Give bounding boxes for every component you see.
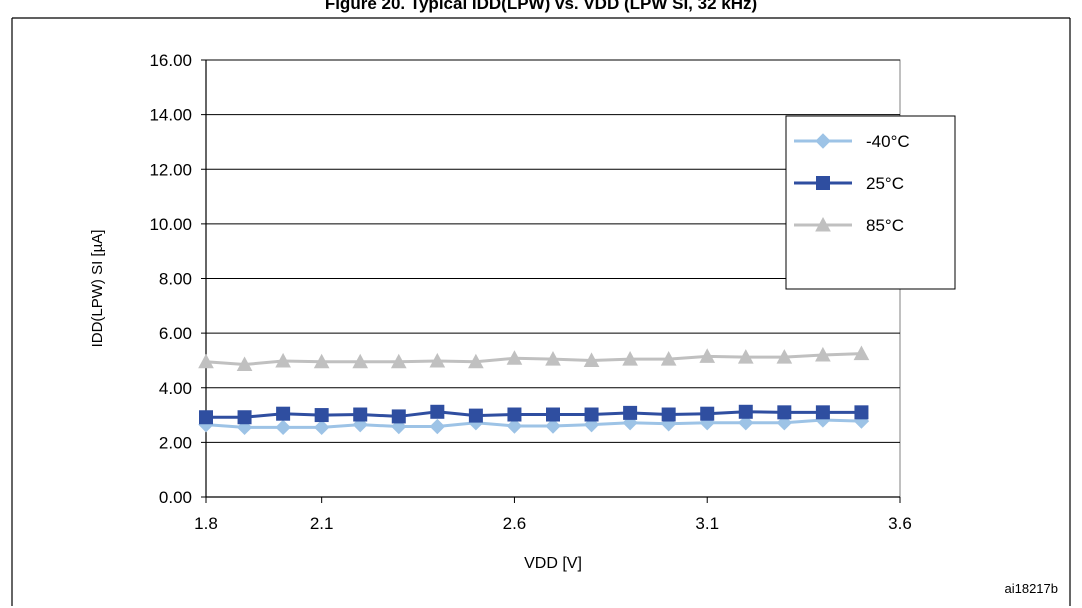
data-point	[429, 352, 446, 368]
x-axis-label: VDD [V]	[524, 555, 582, 572]
data-point	[429, 418, 446, 435]
data-point	[313, 419, 330, 436]
data-point	[313, 353, 330, 369]
legend-marker	[816, 176, 830, 190]
y-tick-label: 12.00	[149, 160, 192, 179]
data-point	[352, 353, 369, 369]
data-point	[738, 404, 753, 419]
x-tick-label: 2.1	[310, 514, 334, 533]
data-point	[623, 405, 638, 420]
y-tick-label: 10.00	[149, 215, 192, 234]
data-point	[545, 351, 561, 366]
x-tick-label: 1.8	[194, 514, 218, 533]
data-point	[546, 407, 560, 422]
x-tick-label: 2.6	[503, 514, 527, 533]
data-point	[314, 408, 329, 423]
data-point	[275, 419, 291, 436]
series-1	[199, 404, 869, 425]
data-point	[430, 404, 445, 419]
data-point	[198, 353, 214, 369]
data-point	[507, 407, 522, 422]
data-point	[854, 405, 869, 420]
y-axis-label: IDD(LPW) SI [µA]	[89, 230, 106, 348]
x-tick-label: 3.1	[695, 514, 719, 533]
data-point	[584, 407, 599, 422]
data-point	[506, 350, 523, 365]
figure-id-label: ai18217b	[1004, 581, 1059, 596]
data-point	[776, 349, 793, 364]
data-point	[236, 356, 253, 372]
data-point	[815, 346, 831, 362]
y-tick-label: 2.00	[159, 433, 192, 452]
series-line	[205, 418, 862, 429]
data-point	[660, 351, 677, 366]
legend-label: 25°C	[866, 174, 904, 193]
series-2	[198, 345, 870, 372]
figure-title: Figure 20. Typical IDD(LPW) vs. VDD (LPW…	[324, 0, 758, 13]
y-tick-label: 14.00	[149, 106, 192, 125]
data-point	[661, 407, 676, 422]
data-point	[506, 418, 523, 434]
data-point	[738, 415, 754, 431]
legend-box	[785, 115, 956, 290]
series-0	[198, 412, 870, 436]
y-tick-label: 6.00	[159, 324, 192, 343]
legend-marker	[815, 216, 831, 232]
data-point	[699, 348, 716, 363]
y-tick-label: 0.00	[159, 488, 192, 507]
data-point	[622, 351, 638, 366]
data-point	[390, 353, 407, 369]
data-point	[275, 352, 291, 368]
data-point	[468, 408, 483, 423]
data-point	[815, 405, 830, 420]
legend-label: 85°C	[866, 216, 904, 235]
series-line	[205, 352, 862, 367]
data-point	[353, 407, 368, 422]
series-line	[206, 410, 862, 419]
series-layer	[198, 345, 870, 436]
legend: -40°C 25°C 85°C	[785, 115, 956, 290]
legend-marker	[815, 133, 831, 149]
data-point	[737, 349, 754, 364]
data-point	[700, 406, 715, 421]
data-point	[276, 406, 291, 421]
y-tick-label: 16.00	[149, 51, 192, 70]
y-tick-label: 8.00	[159, 270, 192, 289]
x-tick-label: 3.6	[888, 514, 912, 533]
data-point	[468, 353, 484, 369]
data-point	[583, 352, 600, 367]
data-point	[853, 345, 870, 361]
data-point	[199, 410, 213, 425]
data-point	[777, 405, 792, 420]
data-point	[237, 410, 252, 425]
data-point	[545, 418, 561, 434]
data-point	[391, 409, 406, 424]
legend-label: -40°C	[866, 132, 910, 151]
y-tick-label: 4.00	[159, 379, 192, 398]
